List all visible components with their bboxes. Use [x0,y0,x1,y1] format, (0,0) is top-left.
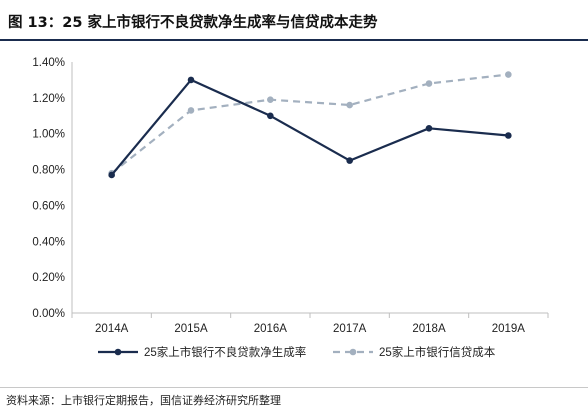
y-tick-label: 1.20% [32,93,65,105]
y-tick-label: 0.00% [32,308,65,320]
y-tick-label: 1.40% [32,57,65,69]
source-note: 资料来源：上市银行定期报告，国信证券经济研究所整理 [6,394,281,407]
data-point-series-2 [346,101,353,109]
y-tick-label: 0.60% [32,200,65,212]
data-point-series-1 [346,157,353,164]
x-tick-label: 2016A [254,323,288,335]
chart-title: 图 13：25 家上市银行不良贷款净生成率与信贷成本走势 [8,15,378,31]
x-tick-label: 2014A [95,323,129,335]
data-point-series-2 [187,107,195,114]
source-divider [0,387,588,388]
y-tick-label: 0.20% [32,272,65,284]
series-line-1 [110,78,509,176]
x-tick-label: 2018A [412,323,446,335]
data-point-series-2 [425,80,433,87]
line-chart: 0.00% 0.20% 0.40% 0.60% 0.80% 1.00% 1.20% 1.40%… [32,57,549,359]
legend-marker-2 [349,348,357,356]
title-divider [0,39,588,41]
y-tick-label: 1.00% [32,129,65,141]
data-point-series-1 [267,112,274,120]
x-tick-label: 2017A [333,323,367,335]
legend-marker-1 [114,348,122,356]
legend-label-1: 25家上市银行不良贷款净生成率 [144,345,306,359]
data-point-series-2 [505,71,512,78]
data-point-series-1 [108,171,115,179]
data-point-series-1 [187,76,195,84]
y-tick-label: 0.40% [32,236,65,248]
data-point-series-2 [267,96,274,103]
x-tick-label: 2015A [174,323,208,335]
x-tick-label: 2019A [492,323,526,335]
y-tick-label: 0.80% [32,165,65,177]
legend-label-2: 25家上市银行信贷成本 [379,345,496,359]
data-point-series-1 [425,125,433,132]
series-line-2 [111,73,509,175]
title-bar: 图 13：25 家上市银行不良贷款净生成率与信贷成本走势 [0,0,588,41]
data-point-series-1 [505,132,512,139]
